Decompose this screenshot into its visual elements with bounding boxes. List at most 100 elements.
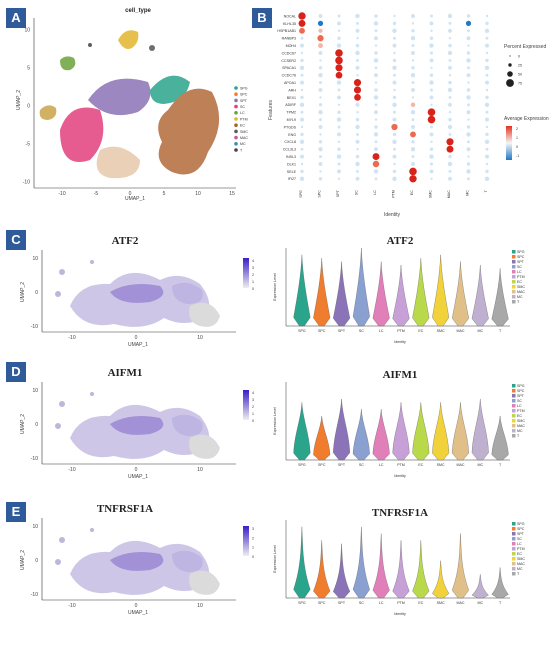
colorbar-tick: 2 [252, 273, 254, 277]
dot [337, 88, 341, 92]
dot [374, 140, 378, 144]
feature-colorbar [243, 526, 249, 556]
colorbar-tick: 0 [252, 287, 254, 291]
dot [337, 162, 341, 166]
violin-legend-swatch [512, 537, 516, 541]
dot [392, 139, 397, 144]
violin-category: SMC [437, 463, 445, 467]
violin-legend-label: EC [517, 414, 522, 418]
violin-category: PTM [397, 601, 405, 605]
dot [430, 140, 433, 143]
violin-shape [392, 264, 410, 327]
legend-swatch [234, 123, 238, 127]
umap-a-ytick: -5 [26, 142, 31, 148]
violin-legend-label: SMC [517, 557, 525, 561]
umap-feature-title: ATF2 [112, 235, 139, 247]
umap-feature-cloud [55, 392, 220, 459]
dot [355, 13, 360, 19]
dot [318, 51, 323, 55]
dot [467, 118, 470, 121]
violin-shape [471, 264, 489, 327]
dot [356, 169, 359, 173]
dot [374, 118, 378, 121]
gene-label: NOCAL [284, 14, 296, 18]
violin-category: PTM [397, 329, 405, 333]
dot [448, 37, 452, 40]
umap-a-ylabel: UMAP_2 [16, 90, 22, 110]
dot [429, 36, 434, 40]
violin-legend-swatch [512, 557, 516, 561]
legend-swatch [234, 92, 238, 96]
umap-a-xticks: -10 -5 0 5 10 15 [58, 191, 235, 197]
dot [485, 73, 489, 77]
dot [317, 20, 324, 26]
dot [411, 140, 415, 144]
dot [337, 177, 341, 180]
violin-legend-swatch [512, 265, 516, 269]
dot [448, 58, 452, 62]
size-legend-label: 75 [518, 82, 522, 86]
gene-label: CCDC76 [282, 74, 296, 78]
colorbar-tick: 1 [252, 412, 254, 416]
umap-xtick: 0 [135, 467, 138, 473]
dot [318, 110, 323, 115]
dot [356, 148, 359, 151]
violin-legend-label: SPG [517, 522, 525, 526]
violin-legend-label: SC [517, 399, 522, 403]
violin-legend-swatch [512, 532, 516, 536]
violin-legend-label: MC [517, 567, 523, 571]
dot [337, 14, 341, 18]
umap-ytick: 0 [35, 290, 38, 296]
dot [299, 176, 305, 181]
dot [356, 74, 359, 77]
dot [356, 132, 359, 136]
violin-shape [333, 261, 351, 327]
violin-legend-label: SMC [517, 419, 525, 423]
dot [447, 124, 453, 130]
dot [374, 14, 378, 18]
dot [392, 154, 397, 159]
identity-label: SC [355, 190, 359, 195]
dot [356, 37, 359, 40]
violin-category: SPG [298, 329, 306, 333]
colorbar-tick: 3 [252, 266, 254, 270]
dot [336, 117, 342, 122]
dot [355, 139, 360, 144]
violin-legend-swatch [512, 527, 516, 531]
dot [374, 29, 378, 33]
dot [391, 123, 398, 131]
umap-a-xtick: 5 [163, 191, 166, 197]
gene-label: CXCL8 [284, 140, 296, 144]
violin-legend-label: SC [517, 537, 522, 541]
dot [354, 94, 361, 101]
dot [318, 14, 323, 18]
legend-label: LC [240, 111, 245, 115]
violin-legend-label: T [517, 434, 520, 438]
size-legend-dot [506, 79, 514, 87]
violin-legend-swatch [512, 285, 516, 289]
dot [485, 154, 489, 159]
legend-swatch [234, 111, 238, 115]
dot [393, 14, 396, 18]
dot [300, 95, 304, 100]
violin-category: SPC [318, 463, 326, 467]
dot [300, 36, 304, 40]
umap-ylabel: UMAP_2 [20, 414, 26, 434]
legend-swatch [234, 129, 238, 134]
dot [465, 20, 472, 26]
dot [446, 145, 454, 153]
legend-label: MC [240, 142, 246, 146]
violin-category: EC [418, 463, 423, 467]
dot [356, 58, 359, 62]
dot [299, 65, 305, 71]
dot [411, 14, 415, 18]
dot [355, 176, 360, 181]
violin-legend-swatch [512, 434, 516, 438]
dot [448, 132, 452, 136]
violin-legend-swatch [512, 414, 516, 418]
size-legend-label: 25 [518, 64, 522, 68]
dot [485, 58, 489, 63]
umap-feature-cloud [55, 528, 220, 595]
legend-label: MAC [240, 136, 248, 140]
violin-category: T [499, 329, 502, 333]
